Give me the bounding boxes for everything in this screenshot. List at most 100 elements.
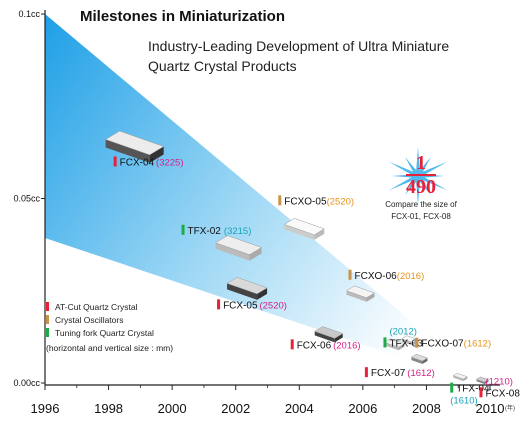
chip-front-face: [227, 283, 258, 300]
chart-title: Milestones in Miniaturization: [80, 8, 286, 25]
point-size: (1210): [485, 376, 512, 387]
point-name: FCX-07: [371, 368, 406, 379]
category-marker: [415, 337, 419, 348]
point-label-tfx-04: TFX-04(1610): [450, 382, 490, 407]
chip-fcx-04: [105, 130, 165, 163]
category-marker: [181, 224, 185, 235]
legend-swatch-oscillators: [46, 315, 49, 324]
chip-side-face: [398, 343, 405, 351]
category-marker: [217, 299, 221, 310]
point-size: (1612): [407, 368, 434, 379]
chip-tfx-02: [214, 235, 263, 261]
point-name: FCX-05: [223, 300, 258, 311]
ratio-denominator: 490: [406, 176, 436, 198]
starburst-shape: [388, 147, 448, 205]
chip-side-face: [314, 228, 325, 240]
chip-side-face: [334, 333, 343, 343]
chip-top-face: [226, 277, 268, 295]
chip-front-face: [453, 375, 464, 382]
x-tick-label: 2000: [158, 401, 187, 416]
chip-tfx-03: [383, 338, 406, 351]
point-label-fcx-04: FCX-04 (3225): [113, 156, 184, 168]
x-tick-label: 2004: [285, 401, 314, 416]
x-tick-label: 1996: [31, 401, 60, 416]
legend-item-at-cut: AT-Cut Quartz Crystal: [46, 301, 173, 314]
legend-swatch-tuning-fork: [46, 328, 49, 337]
y-tick-label: 0.1cc: [18, 9, 40, 19]
chip-fcxo-06: [345, 285, 376, 302]
x-tick-label: 2006: [348, 401, 377, 416]
point-label-tfx-03: TFX-03(2012): [383, 326, 423, 349]
point-size: (2520): [327, 196, 354, 207]
chip-top-face: [410, 353, 428, 362]
legend-label: Crystal Oscillators: [55, 315, 124, 325]
point-label-fcx-05: FCX-05 (2520): [217, 299, 287, 311]
chip-fcxo-05: [283, 218, 325, 240]
ratio-numerator: 1: [416, 152, 426, 174]
chip-front-face: [411, 357, 423, 365]
category-marker: [450, 382, 454, 393]
size-ratio-callout: 1 490 Compare the size of FCX-01, FCX-08: [371, 153, 471, 222]
legend-item-oscillators: Crystal Oscillators: [46, 314, 173, 327]
chip-top-face: [283, 218, 325, 236]
x-tick-label: 1998: [94, 401, 123, 416]
chip-front-face: [401, 338, 413, 346]
category-marker: [290, 339, 294, 350]
chip-side-face: [484, 379, 489, 385]
point-size: (3215): [224, 226, 251, 237]
x-unit-label: (年): [505, 404, 515, 412]
chip-front-face: [215, 242, 250, 261]
trend-beam: [45, 14, 490, 387]
chip-top-face: [475, 376, 490, 383]
point-name: FCXO-06: [355, 271, 398, 282]
ratio-caption-line-2: FCX-01, FCX-08: [391, 212, 451, 221]
point-label-fcx-06: FCX-06 (2016): [290, 339, 361, 351]
point-name: TFX-02: [188, 226, 222, 237]
chip-front-face: [284, 224, 315, 240]
ratio-fraction-bar: [406, 174, 436, 176]
ratio-caption-line-1: Compare the size of: [385, 200, 457, 209]
point-label-fcxo-07: FCXO-07 (1612): [415, 337, 491, 350]
point-size: (3225): [156, 157, 183, 168]
legend-label: AT-Cut Quartz Crystal: [55, 302, 138, 312]
chip-tfx-04: [452, 372, 468, 382]
chip-top-face: [314, 326, 344, 339]
chip-front-face: [346, 290, 367, 302]
chip-front-face: [384, 342, 399, 351]
category-marker: [278, 195, 282, 206]
point-size: (1610): [450, 396, 477, 407]
point-label-fcxo-06: FCXO-06 (2016): [348, 269, 424, 282]
y-tick-label: 0.05cc: [13, 194, 40, 204]
x-tick-label: 2002: [221, 401, 250, 416]
y-tick-label: 0.00cc: [13, 378, 40, 388]
chip-side-face: [249, 247, 262, 261]
category-marker: [113, 156, 117, 167]
legend-swatch-at-cut: [46, 302, 49, 311]
chip-side-face: [422, 358, 428, 365]
legend: AT-Cut Quartz Crystal Crystal Oscillator…: [46, 301, 173, 355]
category-marker: [364, 367, 368, 378]
chip-fcx-08: [475, 376, 490, 385]
point-name: TFX-03: [389, 338, 423, 349]
point-name: TFX-04: [456, 384, 490, 395]
chip-top-face: [214, 235, 263, 255]
chip-front-face: [105, 139, 150, 163]
category-marker: [348, 269, 352, 280]
x-tick-label: 2008: [412, 401, 441, 416]
subtitle-line-1: Industry-Leading Development of Ultra Mi…: [148, 38, 450, 54]
chip-fcx-07: [410, 353, 428, 365]
chip-fcx-06: [314, 326, 344, 343]
chip-front-face: [314, 331, 335, 343]
chip-front-face: [476, 379, 485, 385]
point-name: FCX-06: [297, 340, 332, 351]
chip-side-face: [149, 146, 164, 163]
category-marker: [383, 337, 387, 348]
category-marker: [479, 387, 483, 398]
point-label-fcxo-05: FCXO-05 (2520): [278, 195, 354, 207]
point-name: FCXO-05: [284, 196, 327, 207]
point-label-tfx-02: TFX-02 (3215): [181, 224, 251, 237]
chip-fcx-05: [226, 277, 268, 300]
chart-subtitle: Industry-Leading Development of Ultra Mi…: [148, 36, 478, 76]
point-label-fcx-07: FCX-07 (1612): [364, 367, 435, 379]
